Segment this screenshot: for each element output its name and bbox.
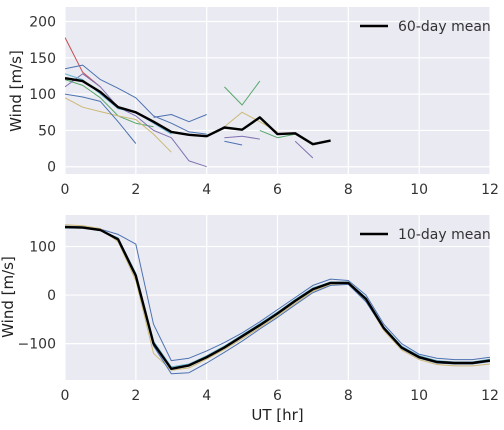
x-tick-label: 6 — [273, 388, 282, 404]
y-tick-label: 50 — [38, 123, 56, 139]
y-axis-label: Wind [m/s] — [7, 50, 25, 132]
x-tick-label: 2 — [131, 182, 140, 198]
x-tick-label: 12 — [481, 182, 499, 198]
trace-series-line — [224, 135, 260, 140]
trace-series-line — [65, 64, 207, 135]
trace-series-line — [65, 93, 137, 144]
x-tick-label: 10 — [410, 388, 428, 404]
x-tick-label: 2 — [131, 388, 140, 404]
legend: 60-day mean — [360, 19, 491, 35]
x-tick-label: 8 — [344, 182, 353, 198]
series-group — [65, 37, 331, 168]
trace-series-line — [294, 140, 314, 159]
x-tick-label: 10 — [410, 182, 428, 198]
x-tick-label: 8 — [344, 388, 353, 404]
x-tick-label: 6 — [273, 182, 282, 198]
trace-series-line — [224, 80, 261, 106]
trace-series-line — [65, 73, 172, 135]
bottom-wind-chart: 0 2 4 6 8 10 12 −100 0 100 Wind [m/s] UT [hr] 10-day… — [0, 215, 499, 424]
x-tick-label: 0 — [61, 388, 70, 404]
x-tick-label: 12 — [481, 388, 499, 404]
trace-series-line — [153, 114, 207, 123]
legend-label: 10-day mean — [398, 227, 491, 243]
top-wind-chart: 0 2 4 6 8 10 12 0 50 100 150 200 Wind [m/s] 60-day me… — [7, 7, 499, 198]
x-tick-label: 4 — [202, 182, 211, 198]
y-tick-label: 200 — [29, 15, 56, 31]
legend: 10-day mean — [360, 227, 491, 243]
trace-series-line — [65, 79, 154, 128]
series-group — [65, 224, 490, 375]
trace-series-line — [65, 97, 172, 153]
legend-label: 60-day mean — [398, 19, 491, 35]
y-tick-label: 100 — [29, 240, 56, 256]
trace-series-line — [259, 129, 296, 139]
y-tick-label: −100 — [18, 337, 56, 353]
x-tick-label: 4 — [202, 388, 211, 404]
trace-series-line — [65, 225, 490, 362]
x-axis-label: UT [hr] — [251, 406, 303, 424]
y-tick-label: 0 — [47, 288, 56, 304]
trace-series-line — [65, 224, 490, 371]
y-tick-label: 100 — [29, 87, 56, 103]
trace-series-line — [65, 73, 207, 168]
trace-series-line — [224, 140, 243, 146]
y-tick-label: 0 — [47, 160, 56, 176]
y-axis-label: Wind [m/s] — [0, 256, 17, 338]
y-tick-label: 150 — [29, 51, 56, 67]
mean-series-line — [65, 77, 331, 146]
mean-series-line — [65, 225, 490, 370]
x-tick-label: 0 — [61, 182, 70, 198]
